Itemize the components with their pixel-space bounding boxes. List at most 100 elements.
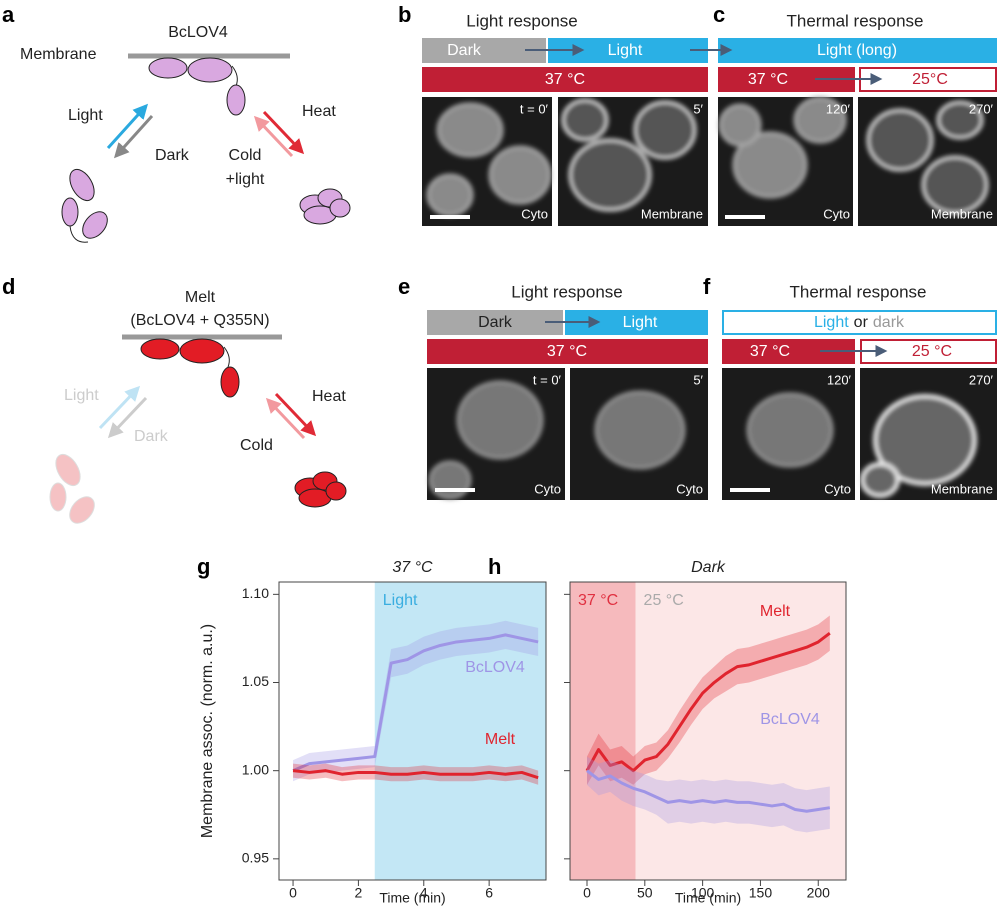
micrographs: t = 0′ 5′ Cyto Membrane 120′ 270′ Cyto M… xyxy=(422,96,997,500)
panel-f: f Thermal response Light or dark 37 °C 25 … xyxy=(703,274,997,364)
time-label: 5′ xyxy=(693,101,703,116)
x-tick-label: 200 xyxy=(807,885,831,901)
location-label: Cyto xyxy=(534,481,561,496)
panel-title: Thermal response xyxy=(789,282,926,301)
x-tick-label: 150 xyxy=(749,885,773,901)
region-label: 37 °C xyxy=(578,592,618,609)
panel-label: d xyxy=(2,274,15,299)
x-tick-label: 100 xyxy=(691,885,715,901)
series-label: Melt xyxy=(760,603,791,620)
arrow-light xyxy=(98,385,141,430)
x-tick-label: 4 xyxy=(420,885,428,901)
micrograph xyxy=(570,368,708,500)
panel-b: b Light response Dark Light 37 °C xyxy=(398,2,708,92)
panel-e: e Light response Dark Light 37 °C xyxy=(398,274,708,364)
panel-label: a xyxy=(2,2,15,27)
micrograph xyxy=(722,368,855,500)
series-line xyxy=(586,769,831,813)
shaded-region xyxy=(570,582,636,880)
error-band xyxy=(586,756,830,833)
protein-name: (BcLOV4 + Q355N) xyxy=(130,312,269,329)
bar-label: 37 °C xyxy=(547,343,587,360)
x-axis-label: Time (min) xyxy=(379,890,445,906)
bar-dark xyxy=(427,310,563,335)
y-tick-label: 1.10 xyxy=(242,585,269,601)
shaded-region xyxy=(374,582,546,880)
bar-temp xyxy=(422,67,708,92)
protein-name: BcLOV4 xyxy=(168,24,228,41)
arrow-heat xyxy=(274,392,317,437)
panel-title: Thermal response xyxy=(786,11,923,30)
series-label: BcLOV4 xyxy=(760,711,820,728)
bar-label-dark: dark xyxy=(873,314,905,331)
panel-d: d Melt (BcLOV4 + Q355N) Light Dark Heat … xyxy=(2,274,347,524)
time-label: 270′ xyxy=(969,101,994,116)
x-tick-label: 2 xyxy=(355,885,363,901)
x-tick-label: 0 xyxy=(583,885,591,901)
bar-label: 37 °C xyxy=(748,71,788,88)
arrow-cold xyxy=(265,397,306,440)
panel-c: c Thermal response Light (long) 37 °C 25… xyxy=(690,2,997,92)
x-axis-label: Time (min) xyxy=(675,890,741,906)
chart: h Dark 37 °C 25 °C 0 50 100 150 200 Time (min) Mel… xyxy=(488,554,847,906)
series-line xyxy=(292,633,539,773)
arrow-dark xyxy=(113,114,154,159)
location-label: Membrane xyxy=(931,206,993,221)
panel-label: b xyxy=(398,2,411,27)
bar-label: Dark xyxy=(447,42,482,59)
series-label: BcLOV4 xyxy=(465,659,525,676)
membrane-label: Membrane xyxy=(20,46,97,63)
arrow-dark xyxy=(107,396,148,439)
label-cold-light: +light xyxy=(226,171,265,188)
y-tick-label: 0.95 xyxy=(242,850,269,866)
bar-label: 37 °C xyxy=(545,71,585,88)
series-line xyxy=(585,631,831,773)
protein-name: Melt xyxy=(185,289,216,306)
time-label: t = 0′ xyxy=(533,372,562,387)
arrow-heat xyxy=(262,110,305,155)
bar-label: Light xyxy=(608,42,643,59)
time-label: 270′ xyxy=(969,372,994,387)
label-dark: Dark xyxy=(134,428,169,445)
location-label: Cyto xyxy=(824,481,851,496)
label-light: Light xyxy=(64,387,99,404)
bar-light-outline xyxy=(722,310,997,335)
plot-frame xyxy=(569,581,847,881)
time-label: 5′ xyxy=(693,372,703,387)
micrograph xyxy=(422,97,552,226)
time-label: 120′ xyxy=(827,372,852,387)
label-cold: Cold xyxy=(229,147,262,164)
label-dark: Dark xyxy=(155,147,190,164)
arrow-light xyxy=(106,103,149,150)
y-tick-label: 1.05 xyxy=(242,673,269,689)
series-line xyxy=(292,769,539,780)
panel-label: h xyxy=(488,554,501,579)
protein-shape xyxy=(61,57,351,243)
bar-label: Dark xyxy=(478,314,513,331)
x-tick-label: 50 xyxy=(637,885,653,901)
location-label: Membrane xyxy=(641,206,703,221)
bar-label-or: or xyxy=(854,314,869,331)
chart-title: 37 °C xyxy=(392,559,433,576)
micrograph xyxy=(860,368,997,500)
region-label: Light xyxy=(383,592,418,609)
location-label: Cyto xyxy=(521,206,548,221)
x-tick-label: 6 xyxy=(485,885,493,901)
label-heat: Heat xyxy=(312,388,346,405)
panel-label: f xyxy=(703,274,711,299)
time-label: t = 0′ xyxy=(520,101,549,116)
region-label: 25 °C xyxy=(644,592,684,609)
series-label: Melt xyxy=(485,731,516,748)
bar-temp xyxy=(427,339,708,364)
arrow-cold xyxy=(253,115,294,158)
shaded-region xyxy=(635,582,846,880)
y-tick-label: 1.00 xyxy=(242,761,269,777)
protein-shape-faded xyxy=(49,453,95,524)
panel-title: Light response xyxy=(466,11,578,30)
y-axis-label: Membrane assoc. (norm. a.u.) xyxy=(199,624,216,838)
label-cold: Cold xyxy=(240,437,273,454)
chart: g 37 °C Light 0.95 1.00 1.05 1.10 0 2 4 6 Time (min… xyxy=(197,554,547,906)
x-tick-label: 0 xyxy=(289,885,297,901)
bar-label: 25 °C xyxy=(912,343,952,360)
panel-label: e xyxy=(398,274,410,299)
